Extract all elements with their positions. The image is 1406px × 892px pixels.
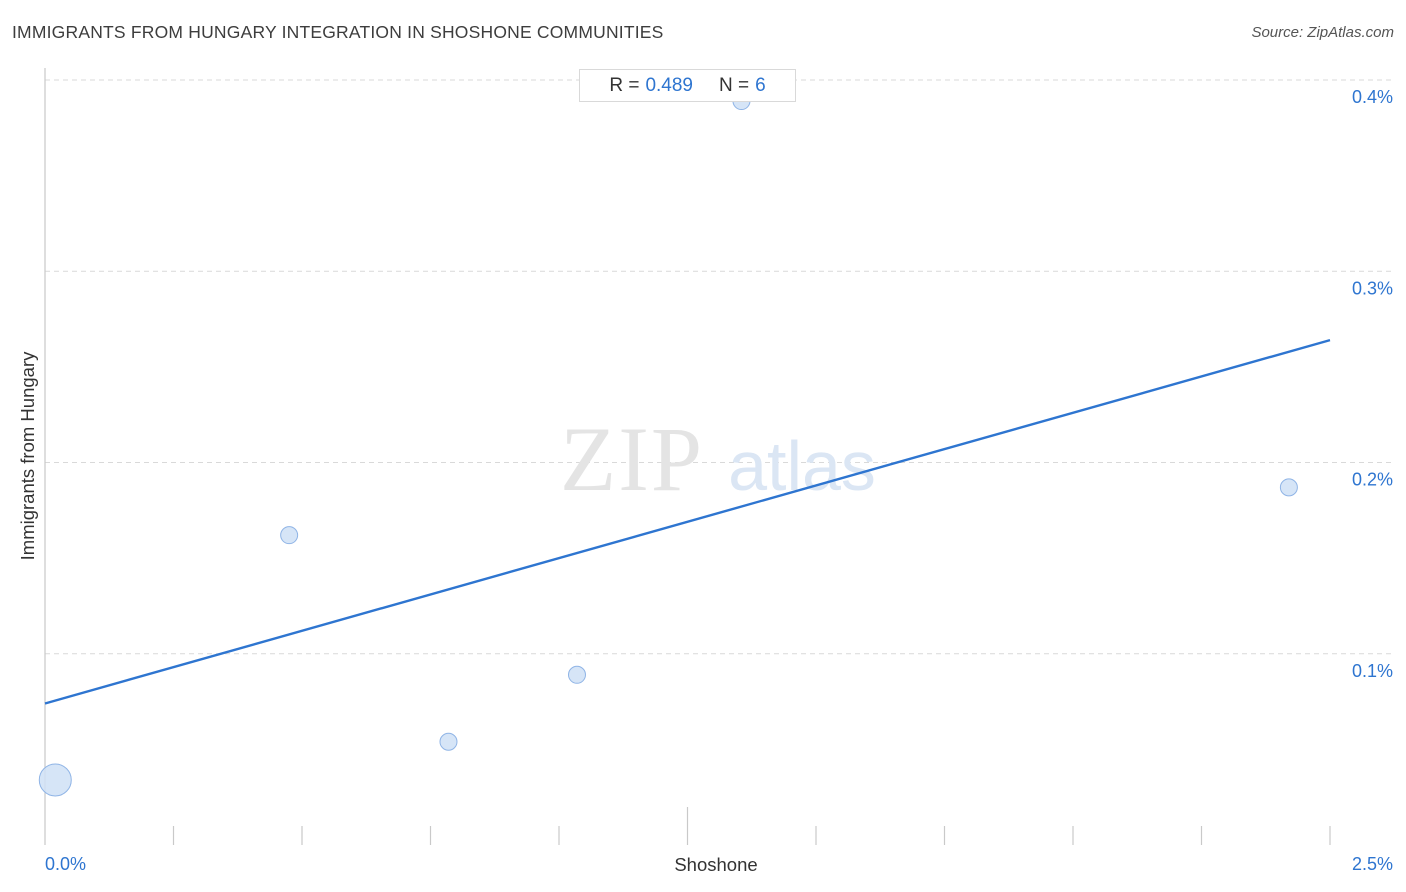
data-point [1279, 478, 1298, 497]
correlation-box: R = 0.489 N = 6 [579, 69, 796, 102]
y-tick-label: 0.2% [1352, 470, 1393, 490]
grid-layer [45, 79, 1394, 655]
r-value: 0.489 [645, 74, 693, 96]
source-credit: Source: ZipAtlas.com [1251, 24, 1394, 41]
label-layer: 0.1% 0.2% 0.3% 0.4% 0.0% 2.5% Shoshone Immigran… [17, 87, 1393, 875]
data-point [439, 732, 458, 751]
x-axis-title: Shoshone [674, 854, 757, 875]
r-label: R = [609, 74, 640, 96]
data-point [38, 763, 72, 797]
y-tick-label: 0.4% [1352, 87, 1393, 107]
data-point [280, 526, 299, 545]
trend-layer [44, 338, 1331, 705]
n-value: 6 [755, 74, 766, 96]
watermark-atlas: atlas [728, 427, 876, 505]
trend-line [44, 338, 1331, 705]
x-tick-label: 2.5% [1352, 854, 1393, 874]
n-label: N = [718, 74, 750, 96]
axis-layer [44, 68, 1331, 845]
y-tick-label: 0.3% [1352, 278, 1393, 298]
data-point [567, 665, 586, 684]
watermark-zip: ZIP [560, 408, 704, 510]
point-layer [38, 92, 1298, 797]
y-tick-label: 0.1% [1352, 661, 1393, 681]
chart-title: IMMIGRANTS FROM HUNGARY INTEGRATION IN S… [12, 22, 664, 42]
x-tick-label: 0.0% [45, 854, 86, 874]
y-axis-title: Immigrants from Hungary [17, 351, 38, 560]
